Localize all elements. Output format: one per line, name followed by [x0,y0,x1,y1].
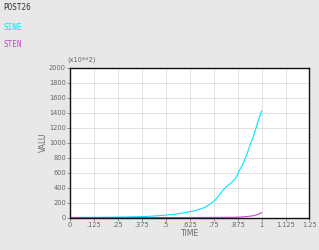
SINE [107,216,110,219]
SINE [218,194,221,196]
SINE [206,204,210,207]
STEN [107,216,110,219]
STEN [256,213,260,216]
SINE [154,214,158,217]
STEN [126,216,130,219]
SINE [78,216,82,219]
SINE [248,143,252,146]
X-axis label: TIME: TIME [181,229,199,238]
STEN [183,216,187,219]
STEN [248,215,252,218]
STEN [237,216,241,218]
SINE [135,215,139,218]
SINE [210,202,214,204]
SINE [116,216,120,218]
STEN [241,216,244,218]
STEN [252,214,256,217]
SINE [233,178,237,181]
SINE [68,216,72,219]
Line: STEN: STEN [70,212,262,218]
SINE [252,134,256,136]
Line: SINE: SINE [70,111,262,218]
STEN [164,216,168,219]
SINE [174,212,177,216]
STEN [212,216,216,219]
Text: SINE: SINE [3,22,22,32]
SINE [164,214,168,216]
STEN [68,216,72,219]
SINE [237,170,241,173]
SINE [126,216,130,218]
SINE [214,198,218,201]
Text: (x10**2): (x10**2) [68,56,96,63]
SINE [244,154,248,158]
SINE [202,206,206,209]
SINE [87,216,91,219]
SINE [183,211,187,214]
STEN [231,216,235,219]
Text: POST26: POST26 [3,2,31,12]
SINE [260,110,263,112]
SINE [225,184,229,188]
STEN [202,216,206,219]
SINE [236,173,240,176]
SINE [145,215,149,218]
SINE [221,188,225,191]
STEN [87,216,91,219]
Y-axis label: VALU: VALU [39,133,48,152]
STEN [244,215,248,218]
SINE [241,164,244,166]
SINE [256,121,260,124]
STEN [221,216,225,219]
STEN [145,216,149,219]
SINE [229,182,233,184]
STEN [260,211,263,214]
SINE [193,209,197,212]
SINE [97,216,101,219]
Text: STEN: STEN [3,40,22,49]
